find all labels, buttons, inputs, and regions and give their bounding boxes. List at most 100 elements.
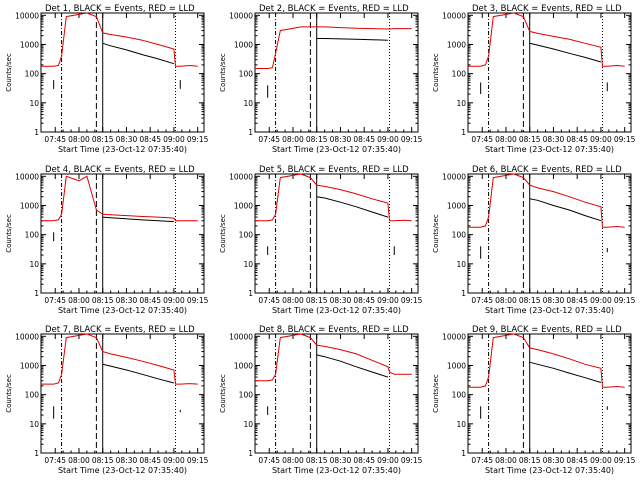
plot-frame [40, 173, 205, 294]
x-tick-label: 08:00 [282, 135, 304, 144]
y-tick-label: 10 [29, 99, 39, 108]
x-axis-label: Start Time (23-Oct-12 07:35:40) [272, 466, 401, 475]
x-tick-label: 08:30 [330, 456, 352, 465]
x-tick-label: 08:45 [566, 456, 588, 465]
y-tick-label: 1000 [20, 40, 39, 49]
x-tick-label: 09:15 [401, 296, 423, 305]
panel-title: Det 4, BLACK = Events, RED = LLD [45, 165, 195, 175]
y-tick-label: 100 [239, 70, 254, 79]
y-axis-label: Counts/sec [219, 214, 227, 253]
panel-4: Det 4, BLACK = Events, RED = LLD 1 10 100 10… [5, 165, 209, 315]
y-tick-label: 1 [248, 449, 253, 458]
x-tick-label: 08:45 [139, 135, 161, 144]
x-axis-label: Start Time (23-Oct-12 07:35:40) [58, 145, 187, 154]
x-tick-label: 08:00 [68, 296, 90, 305]
y-tick-label: 1000 [234, 361, 253, 370]
x-axis-label: Start Time (23-Oct-12 07:35:40) [485, 306, 614, 315]
x-tick-label: 08:30 [330, 296, 352, 305]
x-tick-label: 09:00 [590, 135, 612, 144]
events-series-line [529, 42, 602, 63]
x-tick-label: 08:15 [306, 296, 328, 305]
panel-2: Det 2, BLACK = Events, RED = LLD 1 10 100 10… [219, 4, 423, 154]
y-tick-label: 1 [34, 128, 39, 137]
x-tick-label: 08:15 [92, 135, 114, 144]
x-tick-label: 09:00 [377, 456, 399, 465]
y-tick-label: 1000 [20, 201, 39, 210]
x-tick-label: 08:15 [92, 296, 114, 305]
y-axis-label: Counts/sec [5, 374, 13, 413]
x-tick-label: 07:45 [258, 296, 280, 305]
x-tick-label: 09:15 [614, 456, 636, 465]
plot-frame [254, 173, 419, 294]
x-tick-label: 08:30 [116, 135, 138, 144]
plot-frame [254, 333, 419, 454]
y-tick-label: 10 [456, 420, 466, 429]
x-tick-label: 08:15 [519, 456, 541, 465]
x-tick-label: 08:45 [139, 296, 161, 305]
panel-title: Det 5, BLACK = Events, RED = LLD [259, 165, 409, 175]
x-tick-label: 09:00 [590, 296, 612, 305]
plot-frame [467, 173, 632, 294]
x-tick-label: 08:15 [92, 456, 114, 465]
x-tick-label: 09:15 [187, 135, 209, 144]
x-axis-label: Start Time (23-Oct-12 07:35:40) [485, 466, 614, 475]
lld-series-line [468, 173, 625, 228]
x-tick-label: 07:45 [44, 456, 66, 465]
events-series-line [529, 361, 602, 383]
x-tick-label: 07:45 [471, 296, 493, 305]
x-tick-label: 09:00 [163, 296, 185, 305]
plot-frame [40, 12, 205, 133]
y-axis-label: Counts/sec [219, 53, 227, 92]
y-tick-label: 10000 [229, 332, 253, 341]
y-tick-label: 10000 [442, 332, 466, 341]
y-tick-label: 10000 [15, 172, 39, 181]
lld-series-line [468, 12, 625, 67]
y-tick-label: 10000 [229, 172, 253, 181]
y-tick-label: 10 [243, 99, 253, 108]
x-tick-label: 08:45 [566, 296, 588, 305]
plot-frame [254, 12, 419, 133]
x-tick-label: 07:45 [471, 135, 493, 144]
x-tick-label: 09:00 [163, 135, 185, 144]
panel-title: Det 9, BLACK = Events, RED = LLD [472, 325, 622, 335]
y-tick-label: 1 [34, 289, 39, 298]
events-series-line [529, 198, 602, 222]
lld-series-line [255, 333, 412, 382]
x-tick-label: 08:30 [330, 135, 352, 144]
panel-9: Det 9, BLACK = Events, RED = LLD 1 10 100 10… [432, 325, 636, 475]
y-tick-label: 10 [243, 260, 253, 269]
panel-7: Det 7, BLACK = Events, RED = LLD 1 10 100 10… [5, 325, 209, 475]
x-tick-label: 08:00 [282, 296, 304, 305]
x-tick-label: 08:30 [116, 456, 138, 465]
plot-frame [467, 333, 632, 454]
y-tick-label: 1 [248, 289, 253, 298]
y-tick-label: 1 [34, 449, 39, 458]
y-axis-label: Counts/sec [5, 214, 13, 253]
y-tick-label: 10000 [442, 11, 466, 20]
x-tick-label: 07:45 [44, 135, 66, 144]
lld-series-line [41, 175, 198, 222]
x-tick-label: 07:45 [258, 135, 280, 144]
y-tick-label: 1 [461, 289, 466, 298]
events-series-line [316, 196, 389, 218]
panel-title: Det 8, BLACK = Events, RED = LLD [259, 325, 409, 335]
y-tick-label: 1000 [447, 201, 466, 210]
y-tick-label: 10 [29, 420, 39, 429]
x-tick-label: 09:15 [614, 135, 636, 144]
y-axis-label: Counts/sec [219, 374, 227, 413]
plot-frame [40, 333, 205, 454]
x-tick-label: 08:00 [68, 456, 90, 465]
y-tick-label: 100 [452, 231, 467, 240]
y-axis-label: Counts/sec [432, 214, 440, 253]
y-tick-label: 1000 [20, 361, 39, 370]
x-tick-label: 08:30 [543, 296, 565, 305]
x-axis-label: Start Time (23-Oct-12 07:35:40) [272, 145, 401, 154]
y-tick-label: 10000 [15, 332, 39, 341]
x-tick-label: 09:15 [401, 135, 423, 144]
x-tick-label: 07:45 [471, 456, 493, 465]
panel-title: Det 3, BLACK = Events, RED = LLD [472, 4, 622, 14]
x-tick-label: 08:30 [116, 296, 138, 305]
x-axis-label: Start Time (23-Oct-12 07:35:40) [272, 306, 401, 315]
x-tick-label: 08:15 [519, 296, 541, 305]
events-series-line [102, 42, 175, 65]
